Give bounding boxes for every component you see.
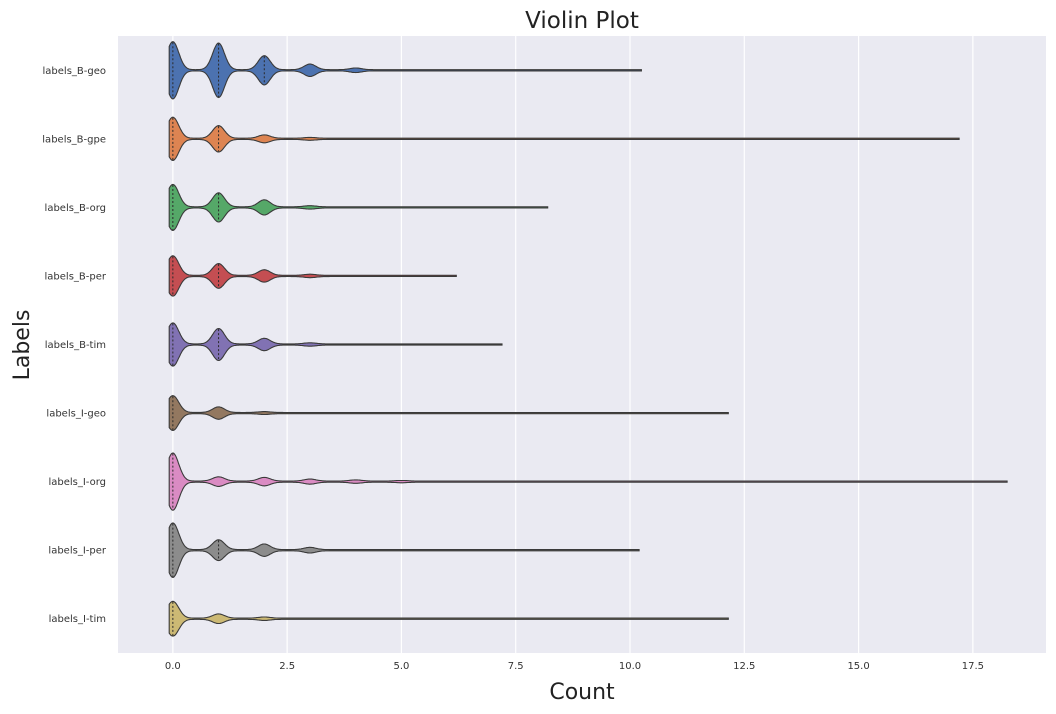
violin-body [168, 183, 549, 231]
x-tick-label: 10.0 [619, 661, 641, 672]
y-tick-label: labels_B-per [45, 271, 107, 282]
violin-body [168, 452, 1008, 511]
violin-body [168, 255, 457, 297]
x-tick-label: 2.5 [279, 661, 295, 672]
y-tick-label: labels_I-per [48, 546, 106, 557]
x-tick-label: 12.5 [733, 661, 755, 672]
y-tick-label: labels_I-geo [46, 409, 106, 420]
violin-body [168, 600, 729, 637]
violin-body [168, 522, 640, 578]
y-tick-label: labels_B-tim [45, 340, 106, 351]
y-tick-label: labels_B-org [45, 203, 106, 214]
violin-layer [168, 41, 1008, 637]
chart-title: Violin Plot [525, 8, 639, 34]
x-tick-label: 15.0 [847, 661, 869, 672]
x-tick-label: 7.5 [508, 661, 524, 672]
x-tick-label: 17.5 [962, 661, 984, 672]
y-tick-label: labels_I-tim [49, 614, 106, 625]
violin-body [168, 322, 503, 367]
y-tick-label: labels_B-geo [43, 66, 106, 77]
violin-body [168, 116, 960, 161]
violin-body [168, 41, 642, 100]
x-axis-label: Count [549, 680, 615, 705]
y-tick-label: labels_B-gpe [42, 134, 106, 145]
x-tick-label: 5.0 [393, 661, 409, 672]
y-tick-label: labels_I-org [48, 477, 106, 488]
y-tick-labels: labels_B-geo labels_B-gpe labels_B-orglabe… [42, 66, 107, 625]
violin-body [168, 395, 729, 432]
x-tick-labels: 0.0 2.5 5.0 7.5 10.0 12.5 15.0 17.5 [165, 661, 984, 672]
x-tick-label: 0.0 [165, 661, 181, 672]
y-axis-label: Labels [10, 310, 35, 381]
